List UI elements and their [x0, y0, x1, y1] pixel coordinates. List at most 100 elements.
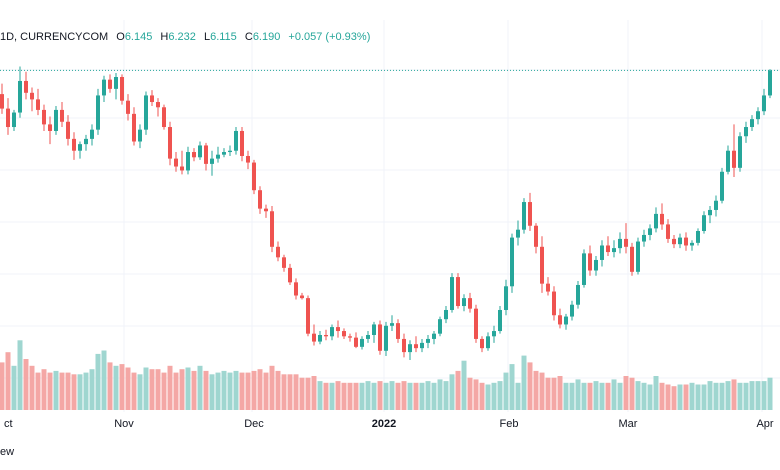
volume-bar — [665, 384, 671, 410]
candle-body — [102, 79, 106, 96]
candle-body — [462, 298, 466, 307]
candle-body — [282, 257, 286, 268]
volume-bar — [149, 369, 155, 410]
volume-bar — [449, 374, 455, 410]
legend-low-value: 6.115 — [210, 31, 237, 43]
candle-body — [744, 127, 748, 137]
volume-bar — [305, 377, 311, 410]
volume-bar — [299, 377, 305, 410]
volume-bar — [173, 372, 179, 410]
candle-body — [330, 327, 334, 337]
candle-body — [666, 224, 670, 239]
candle-body — [258, 190, 262, 209]
candle-body — [420, 342, 424, 349]
candle-body — [288, 267, 292, 283]
volume-bar — [0, 362, 5, 410]
volume-bar — [347, 382, 353, 410]
volume-bars — [0, 340, 773, 410]
volume-bar — [545, 377, 551, 410]
volume-bar — [167, 365, 173, 410]
candle-body — [570, 304, 574, 317]
candle-body — [636, 241, 640, 272]
candle-body — [492, 331, 496, 337]
volume-bar — [329, 382, 335, 410]
time-axis-label: Nov — [114, 418, 134, 430]
candle-body — [768, 70, 772, 96]
candle-body — [126, 100, 130, 114]
candle-body — [684, 237, 688, 246]
candle-body — [474, 308, 478, 339]
volume-bar — [581, 382, 587, 410]
volume-bar — [497, 381, 503, 410]
candle-body — [678, 237, 682, 245]
volume-bar — [455, 370, 461, 410]
volume-bar — [119, 364, 125, 410]
candle-body — [342, 331, 346, 337]
candle-body — [48, 124, 52, 131]
volume-bar — [707, 381, 713, 410]
volume-bar — [467, 377, 473, 410]
candle-body — [600, 245, 604, 260]
candle-body — [612, 248, 616, 253]
volume-bar — [695, 384, 701, 410]
volume-bar — [293, 374, 299, 410]
candle-body — [480, 338, 484, 349]
candle-body — [576, 284, 580, 305]
volume-bar — [413, 382, 419, 410]
volume-bar — [479, 382, 485, 410]
candle-body — [84, 138, 88, 145]
candle-body — [132, 113, 136, 142]
volume-bar — [737, 382, 743, 410]
volume-bar — [221, 370, 227, 410]
legend-open-label: O — [116, 31, 125, 43]
volume-bar — [17, 340, 23, 410]
candle-body — [180, 166, 184, 171]
candle-body — [42, 109, 46, 125]
candle-body — [396, 323, 400, 339]
candle-body — [366, 334, 370, 339]
candle-body — [252, 162, 256, 191]
candle-body — [504, 286, 508, 310]
candle-body — [108, 79, 112, 89]
candle-body — [486, 336, 490, 349]
candle-body — [198, 145, 202, 158]
legend-close-value: 6.190 — [252, 31, 281, 43]
candle-body — [114, 77, 118, 89]
volume-bar — [767, 377, 773, 410]
candle-body — [732, 150, 736, 168]
candle-body — [672, 238, 676, 245]
candle-body — [78, 144, 82, 151]
candle-body — [720, 171, 724, 201]
candle-body — [246, 155, 250, 163]
time-axis-label: Apr — [756, 418, 773, 430]
volume-bar — [731, 379, 737, 410]
volume-bar — [23, 359, 29, 410]
candle-body — [60, 109, 64, 122]
volume-bar — [71, 374, 77, 410]
volume-bar — [5, 352, 11, 410]
volume-bar — [509, 364, 515, 410]
candle-body — [312, 333, 316, 342]
candle-body — [384, 325, 388, 351]
candle-body — [432, 333, 436, 339]
volume-bar — [389, 381, 395, 410]
volume-bar — [653, 376, 659, 410]
volume-bar — [179, 369, 185, 410]
volume-bar — [431, 382, 437, 410]
volume-bar — [83, 372, 89, 410]
time-axis-label: 2022 — [372, 418, 396, 430]
volume-bar — [401, 381, 407, 410]
candle-body — [156, 102, 160, 108]
volume-bar — [713, 382, 719, 410]
candle-body — [18, 80, 22, 113]
footer-link[interactable]: ew — [0, 446, 15, 458]
volume-bar — [257, 369, 263, 410]
volume-bar — [317, 381, 323, 410]
volume-bar — [407, 382, 413, 410]
volume-bar — [383, 382, 389, 410]
candle-body — [6, 108, 10, 128]
legend-high-label: H — [160, 31, 169, 43]
volume-bar — [41, 369, 47, 410]
